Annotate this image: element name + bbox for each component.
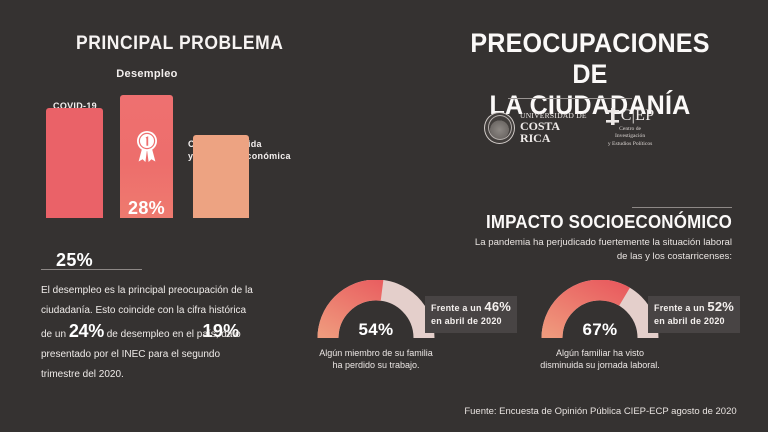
- badge-lost-job-pct: 46%: [484, 299, 512, 314]
- bar-value-desempleo: 28%: [128, 198, 165, 218]
- left-paragraph: El desempleo es la principal preocupació…: [41, 281, 253, 385]
- ucr-wordmark: UNIVERSIDAD DE COSTA RICA: [520, 112, 590, 144]
- source-note: Fuente: Encuesta de Opinión Pública CIEP…: [464, 406, 737, 417]
- ucr-seal-icon: [484, 111, 516, 144]
- page-title-line1: PREOCUPACIONES DE: [470, 28, 710, 89]
- impacto-divider: [632, 207, 732, 208]
- section-title-impacto-socioeconomico: IMPACTO SOCIOECONÓMICO: [485, 212, 732, 232]
- left-paragraph-part1: El desempleo es la principal preocupació…: [41, 285, 253, 340]
- ucr-line1: UNIVERSIDAD DE: [520, 110, 587, 120]
- left-paragraph-part2: de desempleo en el país; dato presentado…: [41, 329, 241, 380]
- ciep-subtitle-line2: y Estudios Políticos: [607, 140, 653, 147]
- bar-value-covid: 25%: [56, 250, 93, 270]
- ciep-subtitle-line1: Centro de Investigación: [615, 125, 646, 140]
- badge-lost-job-prefix: Frente a un: [431, 303, 485, 313]
- ciep-mark-icon: [605, 107, 619, 125]
- badge-lost-job-comparison: Frente a un 46% en abril de 2020: [425, 296, 518, 333]
- gauge-lost-job: 54% Algún miembro de su familia ha perdi…: [316, 279, 436, 371]
- badge-reduced-hours-pct: 52%: [707, 299, 735, 314]
- impacto-subtitle-line2: de las y los costarricenses:: [616, 251, 732, 262]
- impacto-subtitle: La pandemia ha perjudicado fuertemente l…: [432, 236, 732, 264]
- bar-costo-vida: 19%: [193, 135, 249, 341]
- ucr-logo: UNIVERSIDAD DE COSTA RICA: [484, 112, 590, 144]
- ciep-wordmark-row: C|EP: [605, 107, 655, 125]
- badge-reduced-hours-comparison: Frente a un 52% en abril de 2020: [648, 296, 741, 333]
- gauge-lost-job-svg: [317, 279, 435, 339]
- ucr-line2: COSTA RICA: [520, 118, 560, 145]
- medal-rank-1-icon: [137, 131, 157, 162]
- left-text-divider: [41, 269, 142, 270]
- badge-lost-job-suffix: en abril de 2020: [431, 316, 502, 326]
- gauge-lost-job-value: 54%: [358, 320, 394, 339]
- bar-desempleo: 28%: [120, 95, 173, 218]
- ciep-logo: C|EP Centro de Investigación y Estudios …: [604, 107, 656, 148]
- gauge-reduced-hours-arc: 67%: [540, 279, 660, 342]
- bar-chart: COVID-19 Desempleo Costo de la vida y si…: [0, 0, 330, 341]
- title-divider: [508, 98, 632, 99]
- badge-reduced-hours-prefix: Frente a un: [654, 303, 708, 313]
- gauge-reduced-hours-value: 67%: [582, 320, 618, 339]
- gauge-reduced-hours-caption: Algún familiar ha visto disminuida su jo…: [540, 348, 660, 370]
- bar-label-covid: COVID-19: [53, 101, 97, 111]
- impacto-subtitle-line1: La pandemia ha perjudicado fuertemente l…: [474, 237, 732, 248]
- gauge-lost-job-arc: 54%: [316, 279, 436, 342]
- page-title-principal-problema: PRINCIPAL PROBLEMA: [76, 33, 284, 54]
- bar-label-desempleo: Desempleo: [116, 68, 178, 80]
- page-title-line2: LA CIUDADANÍA: [489, 90, 691, 120]
- ciep-acronym: C|EP: [620, 107, 655, 125]
- page-title: PREOCUPACIONES DE LA CIUDADANÍA: [451, 28, 730, 121]
- logo-group: UNIVERSIDAD DE COSTA RICA C|EP Centro de…: [484, 107, 656, 148]
- bar-covid: 25%: [46, 108, 103, 270]
- badge-reduced-hours-suffix: en abril de 2020: [654, 316, 725, 326]
- gauge-reduced-hours: 67% Algún familiar ha visto disminuida s…: [540, 279, 660, 371]
- gauge-reduced-hours-svg: [541, 279, 659, 339]
- left-paragraph-highlight: 24%: [68, 321, 104, 341]
- bar-value-costo-vida: 19%: [202, 321, 240, 341]
- gauge-lost-job-caption: Algún miembro de su familia ha perdido s…: [319, 348, 433, 370]
- ciep-subtitle: Centro de Investigación y Estudios Polít…: [604, 126, 656, 148]
